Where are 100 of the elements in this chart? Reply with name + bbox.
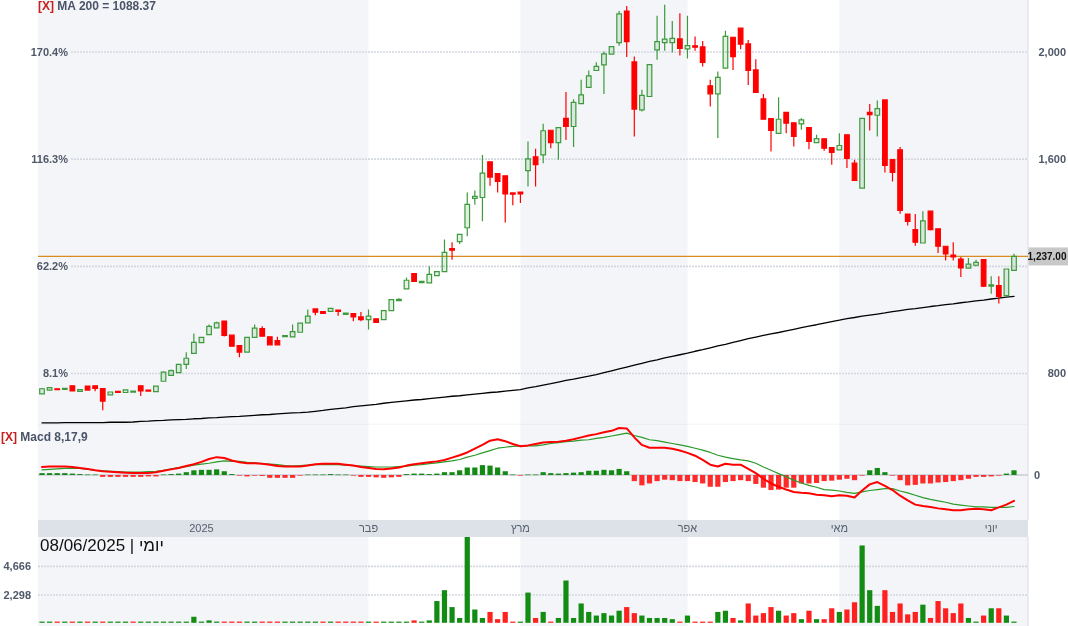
bar xyxy=(927,475,934,484)
bar xyxy=(821,475,827,482)
candlestick xyxy=(661,4,668,52)
bar xyxy=(472,609,478,623)
candlestick xyxy=(259,325,266,338)
bar xyxy=(639,475,645,486)
candlestick xyxy=(714,70,721,139)
bar xyxy=(950,475,956,482)
candlestick xyxy=(730,36,736,71)
chart-title: [X] Macd 8,17,9 xyxy=(1,430,89,444)
bar xyxy=(935,475,941,483)
bar xyxy=(844,475,850,479)
candlestick xyxy=(479,154,486,222)
bar xyxy=(441,590,448,623)
candlestick xyxy=(692,35,698,52)
candlestick xyxy=(251,323,258,339)
bar xyxy=(624,607,630,623)
bar xyxy=(669,475,675,481)
bar xyxy=(502,471,508,475)
bar xyxy=(715,475,721,487)
candlestick xyxy=(69,384,76,392)
bar xyxy=(479,617,486,623)
bar xyxy=(274,475,281,478)
line-series xyxy=(41,295,1015,424)
chart-title: יומי | 08/06/2025 xyxy=(40,536,164,555)
candlestick xyxy=(532,148,539,188)
bar xyxy=(897,475,903,481)
candlestick xyxy=(859,117,866,189)
bar xyxy=(730,475,736,482)
bar xyxy=(449,607,455,623)
bar xyxy=(426,620,432,623)
bar xyxy=(472,467,478,475)
bar xyxy=(662,475,668,480)
candlestick xyxy=(282,334,288,338)
bar xyxy=(965,475,972,479)
bar xyxy=(905,475,911,486)
x-tick-label: מרץ xyxy=(510,522,530,535)
candlestick xyxy=(897,146,903,215)
bar xyxy=(669,619,675,623)
candlestick xyxy=(396,297,402,302)
bar xyxy=(601,469,607,475)
bar xyxy=(943,475,949,483)
bar xyxy=(753,475,759,484)
bar xyxy=(586,611,592,623)
candlestick xyxy=(828,146,835,166)
bar xyxy=(449,472,455,475)
bar xyxy=(525,592,531,623)
bar xyxy=(654,475,660,482)
bar xyxy=(662,617,668,623)
candlestick xyxy=(806,126,812,150)
bar xyxy=(753,615,759,623)
bar xyxy=(221,471,227,475)
x-tick-label: אפר xyxy=(677,522,698,535)
bar xyxy=(191,470,197,475)
bar xyxy=(487,465,493,475)
bar xyxy=(943,608,949,623)
bar xyxy=(707,475,713,487)
bar xyxy=(624,471,630,475)
candlestick xyxy=(441,238,448,273)
chart-title: [X] MA 200 = 1088.37 xyxy=(38,0,157,13)
bar xyxy=(745,603,751,623)
bar xyxy=(593,470,599,475)
bar xyxy=(798,619,804,623)
candlestick xyxy=(365,308,372,331)
candlestick xyxy=(669,20,676,54)
candlestick xyxy=(919,210,926,244)
bar xyxy=(495,467,501,475)
bar xyxy=(927,617,934,623)
bar xyxy=(813,475,820,483)
bar xyxy=(457,470,463,475)
bar xyxy=(760,613,767,623)
candlestick xyxy=(213,321,220,330)
bar xyxy=(745,475,751,482)
bar xyxy=(715,611,721,623)
bar xyxy=(791,613,797,623)
candlestick xyxy=(995,275,1002,305)
x-tick-label: יוני xyxy=(984,522,998,535)
bar xyxy=(730,617,736,623)
bar xyxy=(183,472,189,475)
candlestick xyxy=(61,387,68,391)
bar xyxy=(540,472,546,475)
bar xyxy=(920,604,926,623)
candlestick xyxy=(676,12,683,57)
bar xyxy=(996,608,1002,623)
candlestick xyxy=(320,310,326,315)
candlestick xyxy=(798,117,805,131)
candlestick xyxy=(153,385,159,393)
bar xyxy=(555,617,561,623)
bar xyxy=(684,475,691,482)
bar xyxy=(206,469,212,475)
bar xyxy=(381,475,387,478)
candlestick xyxy=(289,323,296,338)
bar xyxy=(578,472,584,475)
x-tick-label: מאי xyxy=(830,522,849,535)
candlestick xyxy=(988,275,995,295)
bar xyxy=(206,620,212,623)
bar xyxy=(593,615,599,623)
bar xyxy=(867,590,873,623)
candlestick xyxy=(813,134,820,144)
candlestick xyxy=(350,312,357,322)
